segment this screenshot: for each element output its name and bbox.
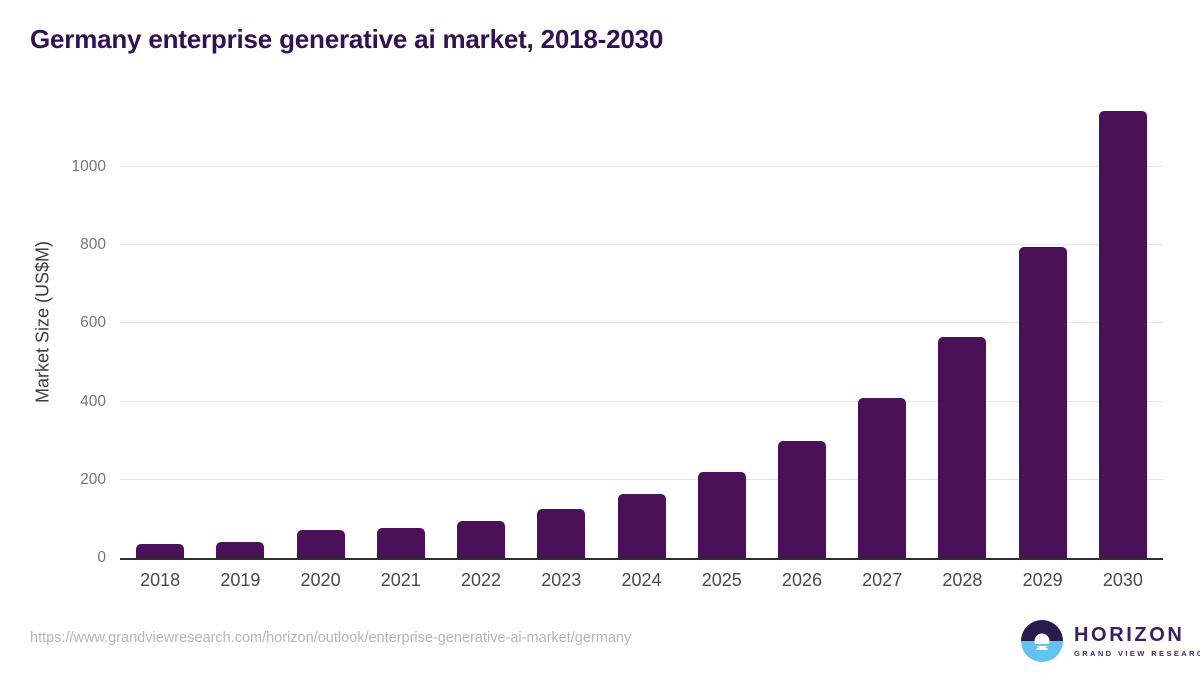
bar-2028 (938, 337, 987, 558)
x-tick-label-2023: 2023 (541, 570, 582, 590)
bar-2029 (1018, 247, 1067, 558)
x-tick-label-2029: 2029 (1022, 570, 1063, 590)
x-tick-label-2021: 2021 (380, 570, 421, 590)
bar-2027 (858, 398, 907, 558)
gridline-1000 (120, 166, 1163, 167)
bar-2018 (136, 544, 185, 558)
y-tick-label-0: 0 (97, 549, 106, 566)
bar-2030 (1098, 111, 1147, 558)
source-url: https://www.grandviewresearch.com/horizo… (30, 630, 632, 646)
logo-subtitle: GRAND VIEW RESEARCH (1074, 648, 1200, 658)
x-tick-label-2025: 2025 (701, 570, 742, 590)
bar-2022 (457, 521, 506, 558)
bar-2020 (296, 530, 345, 558)
logo-name: HORIZON (1074, 623, 1185, 646)
x-tick-label-2026: 2026 (781, 570, 822, 590)
gridline-800 (120, 244, 1163, 246)
sun-reflection-line (1033, 644, 1051, 646)
x-axis-line (120, 558, 1163, 560)
x-tick-label-2027: 2027 (862, 570, 903, 590)
y-tick-label-400: 400 (80, 392, 106, 410)
horizon-logo: HORIZON GRAND VIEW RESEARCH (1021, 620, 1200, 662)
x-tick-label-2022: 2022 (461, 570, 502, 590)
bar-2025 (697, 472, 746, 558)
x-tick-label-2030: 2030 (1102, 570, 1143, 590)
x-tick-label-2018: 2018 (140, 570, 181, 590)
bar-2021 (376, 528, 425, 558)
x-tick-label-2024: 2024 (621, 570, 662, 590)
x-tick-label-2019: 2019 (220, 570, 261, 590)
gridline-600 (120, 322, 1163, 324)
bar-2026 (777, 441, 826, 558)
y-tick-label-200: 200 (80, 470, 106, 488)
chart-title: Germany enterprise generative ai market,… (30, 24, 664, 54)
gridline-400 (120, 400, 1163, 402)
sun-icon (1034, 633, 1050, 649)
x-tick-label-2028: 2028 (942, 570, 983, 590)
y-tick-label-600: 600 (80, 314, 106, 332)
bar-2024 (617, 494, 666, 558)
y-tick-label-1000: 1000 (71, 158, 106, 175)
logo-text: HORIZON GRAND VIEW RESEARCH (1074, 625, 1200, 658)
x-tick-label-2020: 2020 (300, 570, 341, 590)
horizon-logo-icon (1021, 620, 1063, 662)
gridline-200 (120, 478, 1163, 480)
y-tick-label-800: 800 (80, 236, 106, 254)
sun-reflection-line (1036, 648, 1048, 650)
bar-2019 (216, 542, 265, 558)
plot-area (120, 111, 1163, 560)
bar-2023 (537, 509, 586, 558)
